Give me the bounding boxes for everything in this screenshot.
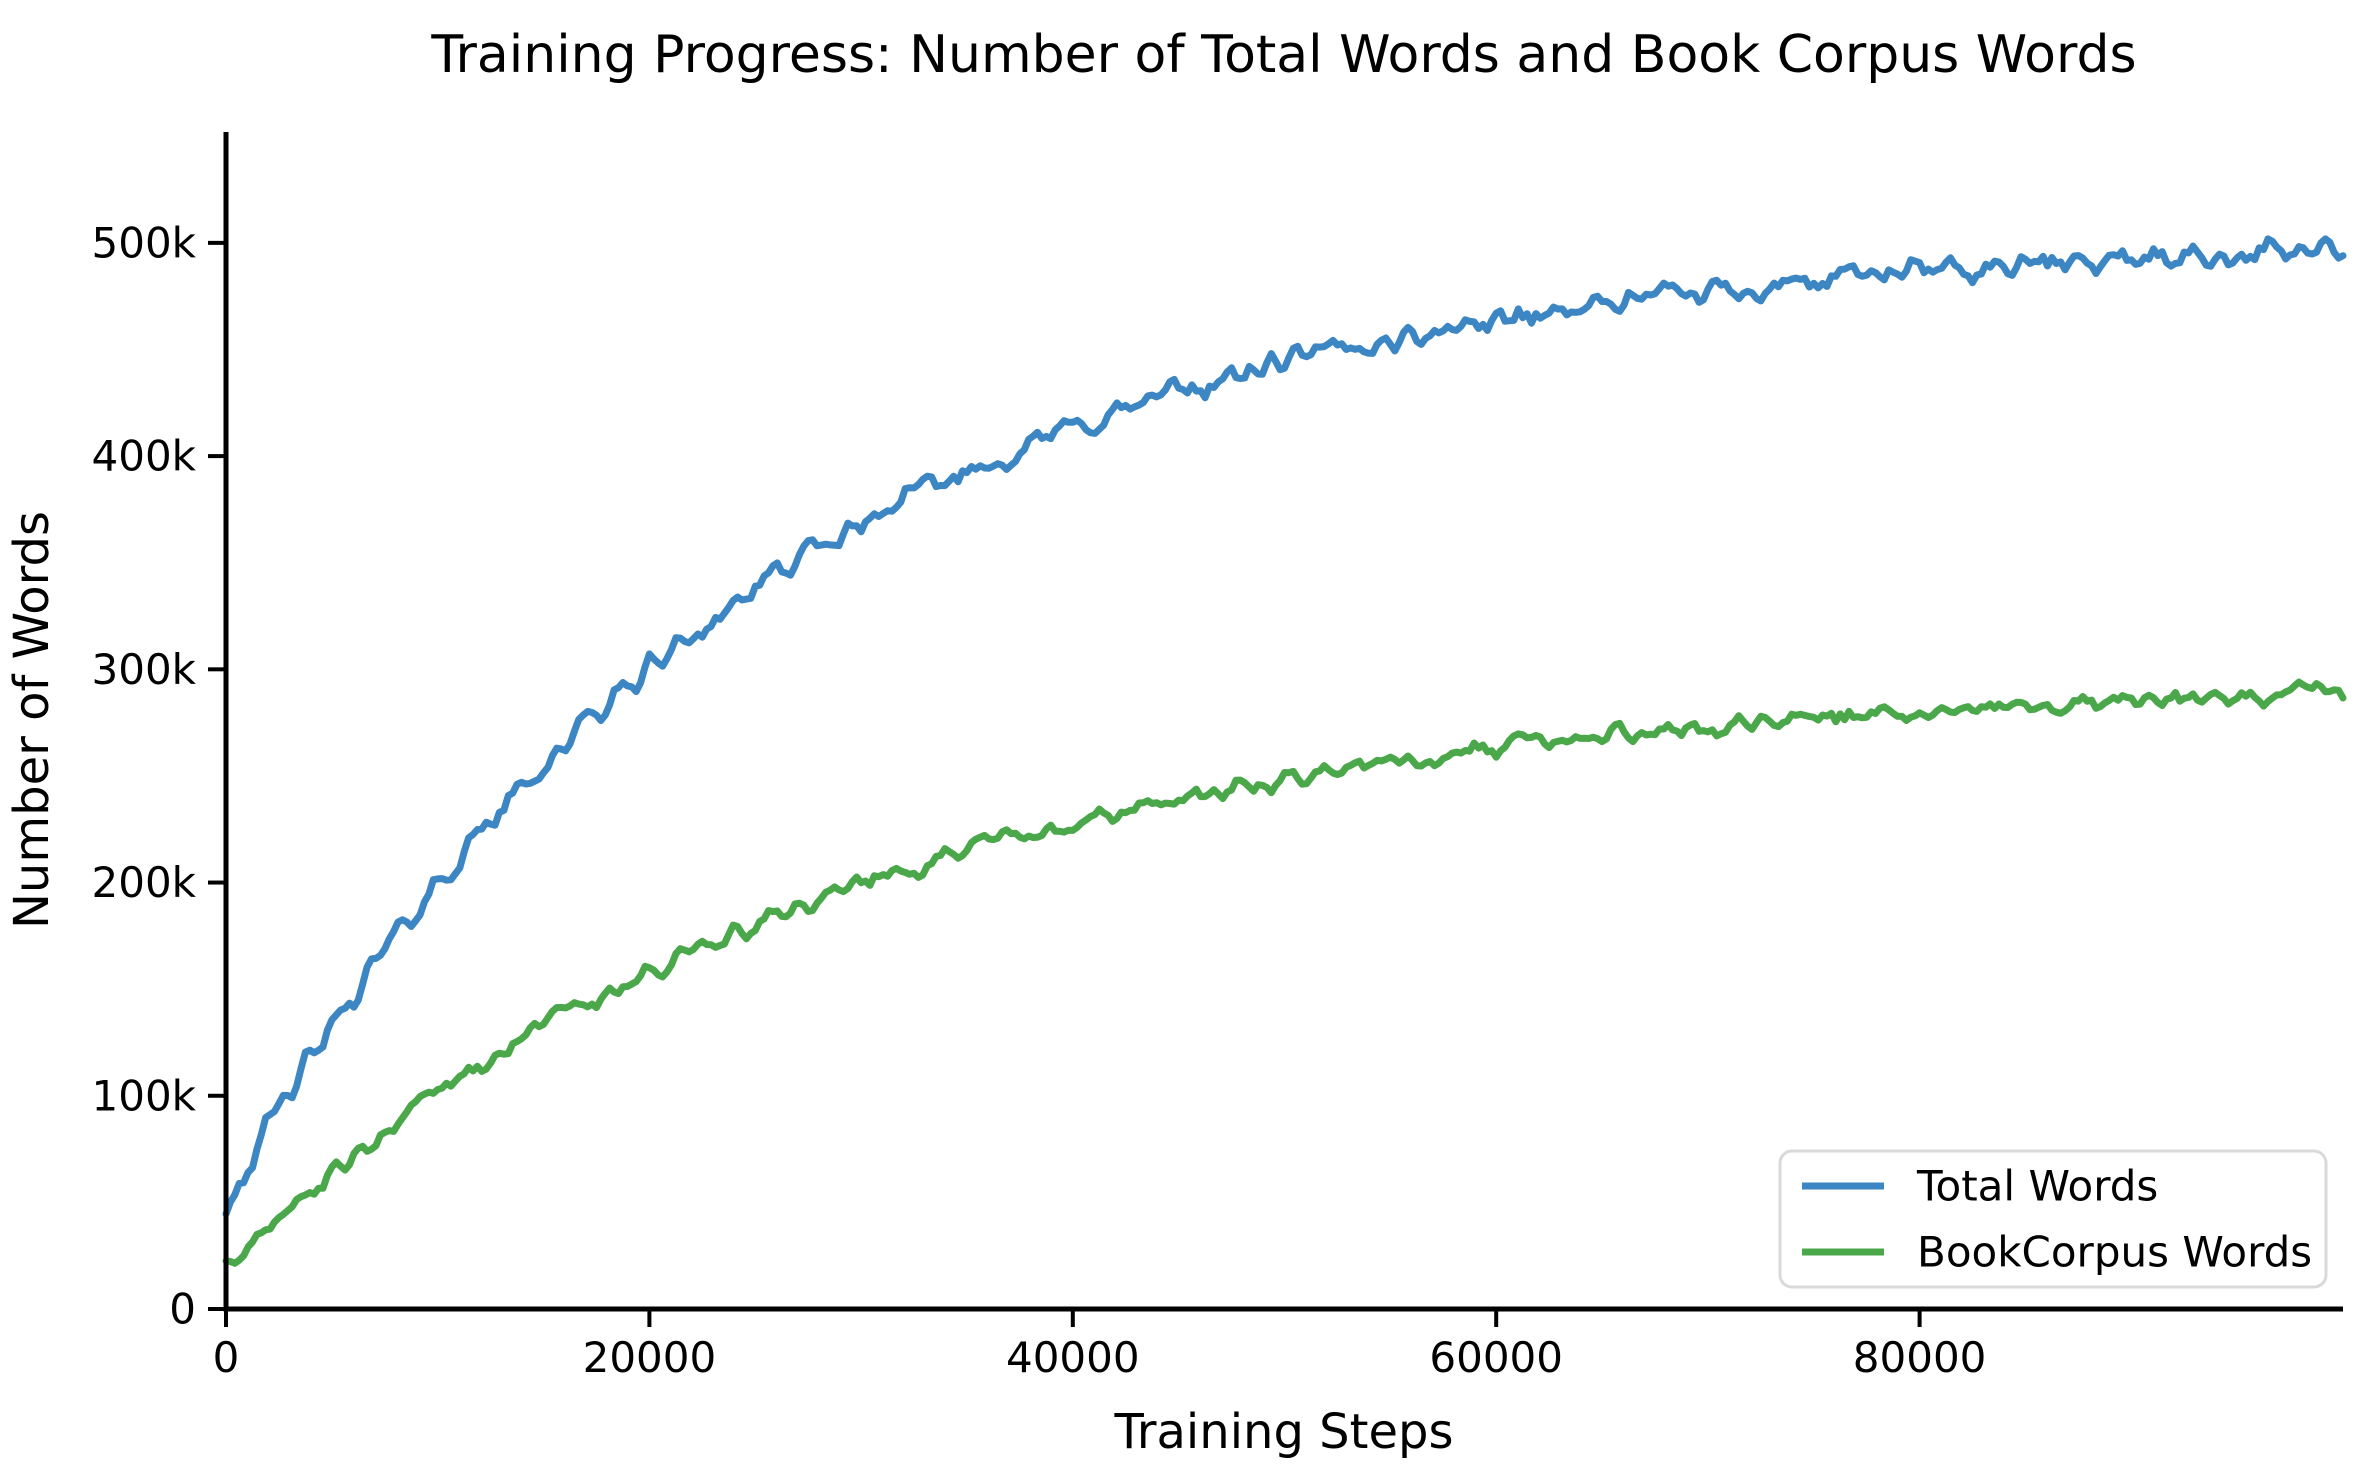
axes-spines (223, 132, 2343, 1312)
series-line-bookcorpus-words (222, 678, 2347, 1267)
x-tick-label: 20000 (583, 1333, 717, 1382)
series-lines (222, 235, 2347, 1267)
y-tick-label: 100k (92, 1071, 197, 1120)
legend-box (1778, 1149, 2328, 1289)
legend-label-total-words: Total Words (1916, 1162, 2158, 1211)
x-tick-label: 0 (213, 1333, 240, 1382)
x-tick-label: 60000 (1429, 1333, 1563, 1382)
legend: Total Words BookCorpus Words (1778, 1149, 2328, 1289)
x-tick-label: 40000 (1006, 1333, 1140, 1382)
x-axis-label: Training Steps (1114, 1404, 1454, 1460)
x-tick-label: 80000 (1853, 1333, 1987, 1382)
y-tick-label: 200k (92, 858, 197, 907)
y-axis-label: Number of Words (4, 511, 60, 929)
chart-title: Training Progress: Number of Total Words… (430, 25, 2136, 85)
x-axis-ticks: 0 20000 40000 60000 80000 (213, 1311, 1987, 1382)
legend-label-bookcorpus-words: BookCorpus Words (1917, 1228, 2312, 1277)
y-tick-label: 400k (92, 432, 197, 481)
series-line-total-words (222, 235, 2347, 1218)
y-axis-ticks: 0 100k 200k 300k 400k 500k (92, 218, 224, 1334)
y-tick-label: 500k (92, 218, 197, 267)
y-tick-label: 0 (169, 1285, 196, 1334)
y-tick-label: 300k (92, 645, 197, 694)
